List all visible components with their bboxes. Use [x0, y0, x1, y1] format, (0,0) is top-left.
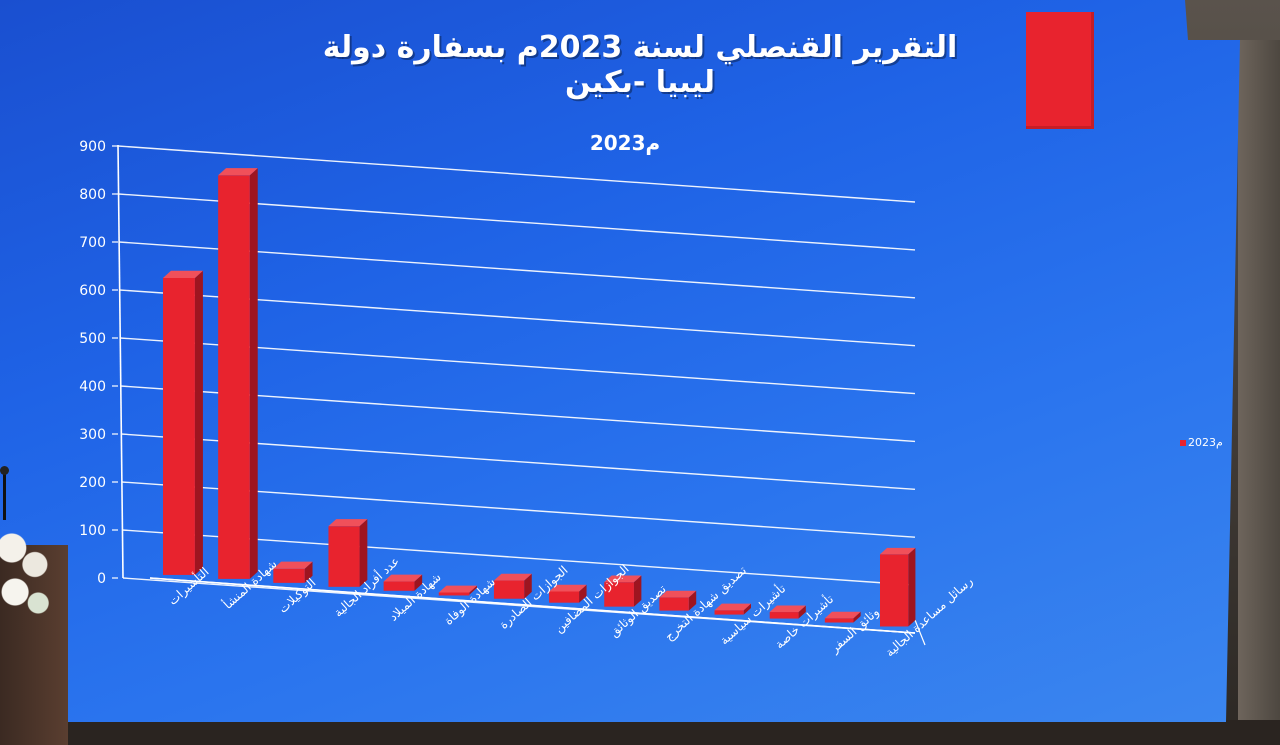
bar — [824, 618, 854, 623]
bar — [880, 554, 909, 627]
y-tick-label: 100 — [79, 523, 106, 539]
y-tick-label: 900 — [79, 139, 106, 155]
y-tick-label: 200 — [79, 475, 106, 491]
bar — [328, 526, 360, 587]
slide-title: التقرير القنصلي لسنة 2023م بسفارة دولة ل… — [322, 30, 958, 100]
bar-side — [194, 270, 203, 575]
grid-line — [117, 145, 916, 203]
y-tick-label: 400 — [79, 379, 106, 395]
bar-top — [163, 270, 203, 278]
bar-side — [633, 575, 642, 607]
bar-side — [688, 590, 697, 611]
legend-label: 2023م — [1188, 436, 1223, 449]
background-floor — [0, 720, 1280, 745]
bar-top — [880, 547, 916, 555]
bar — [604, 582, 634, 607]
bar-top — [824, 611, 861, 619]
chart-title: 2023م — [590, 131, 660, 155]
bar-side — [853, 611, 861, 623]
bar-side — [359, 519, 368, 587]
y-tick-label: 800 — [79, 187, 106, 203]
y-axis-line — [117, 144, 124, 579]
bar-side — [579, 584, 587, 603]
x-axis-front-line — [149, 577, 916, 634]
y-tick-label: 300 — [79, 427, 106, 443]
bar-side — [908, 547, 916, 627]
bar — [549, 591, 580, 603]
bar — [769, 612, 799, 619]
microphone-stem — [3, 470, 6, 520]
bar — [383, 581, 415, 591]
bar — [659, 597, 689, 611]
y-tick-label: 0 — [97, 571, 106, 587]
y-tick-label: 600 — [79, 283, 106, 299]
bar-side — [414, 574, 423, 591]
x-axis-depth-line — [914, 619, 926, 646]
bar-side — [304, 561, 313, 583]
y-tick-label: 500 — [79, 331, 106, 347]
bar-top — [273, 561, 313, 569]
bar — [714, 610, 744, 615]
microphone-icon — [0, 466, 9, 475]
bar-top — [383, 574, 423, 582]
bar-side — [249, 168, 258, 579]
flower-arrangement — [0, 515, 58, 625]
legend-swatch — [1180, 439, 1186, 446]
bar-side — [469, 585, 477, 595]
red-marker-block — [1026, 12, 1094, 129]
bar — [218, 175, 250, 579]
bar-top — [328, 519, 368, 527]
bar-top — [438, 585, 477, 593]
x-tick-label: شهادة الوفاة — [441, 575, 498, 629]
bar-top — [604, 575, 642, 583]
bar — [493, 580, 525, 599]
y-tick-label: 700 — [79, 235, 106, 251]
bar-side — [798, 605, 806, 619]
bar-side — [524, 573, 532, 599]
bar-top — [769, 605, 806, 613]
bar — [438, 592, 470, 596]
bar-top — [549, 584, 587, 592]
bar — [163, 277, 195, 575]
bar-top — [659, 590, 697, 598]
chart-legend: 2023م — [1180, 436, 1223, 449]
bar-side — [743, 603, 751, 615]
bar-top — [493, 573, 532, 581]
bar-top — [714, 603, 751, 611]
background-pillar — [1238, 40, 1280, 720]
bar-top — [218, 168, 258, 176]
bar — [273, 568, 305, 583]
